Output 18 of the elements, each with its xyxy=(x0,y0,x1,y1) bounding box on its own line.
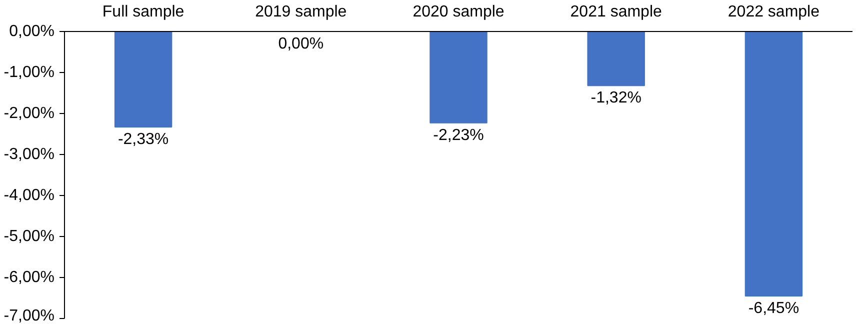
data-label: 0,00% xyxy=(278,36,324,52)
x-tick-label: 2020 sample xyxy=(412,4,504,20)
y-tick-label: -2,00% xyxy=(4,105,55,122)
data-label: -2,23% xyxy=(433,126,484,144)
y-tick-label: -4,00% xyxy=(4,187,55,204)
data-label: -1,32% xyxy=(590,90,642,107)
y-tick-label: -1,00% xyxy=(4,64,55,81)
x-tick-label: 2022 sample xyxy=(728,4,820,20)
y-tick-label: 0,00% xyxy=(9,23,55,40)
x-tick-label: 2021 sample xyxy=(570,4,662,20)
y-tick-label: -7,00% xyxy=(4,308,55,324)
x-tick-label: Full sample xyxy=(102,4,184,20)
data-label: -2,33% xyxy=(118,131,169,148)
data-label: -6,45% xyxy=(748,300,800,317)
y-tick-label: -3,00% xyxy=(4,146,55,163)
x-tick-label: 2019 sample xyxy=(255,4,347,20)
y-tick-label: -5,00% xyxy=(4,228,55,245)
y-tick-label: -6,00% xyxy=(4,269,55,286)
